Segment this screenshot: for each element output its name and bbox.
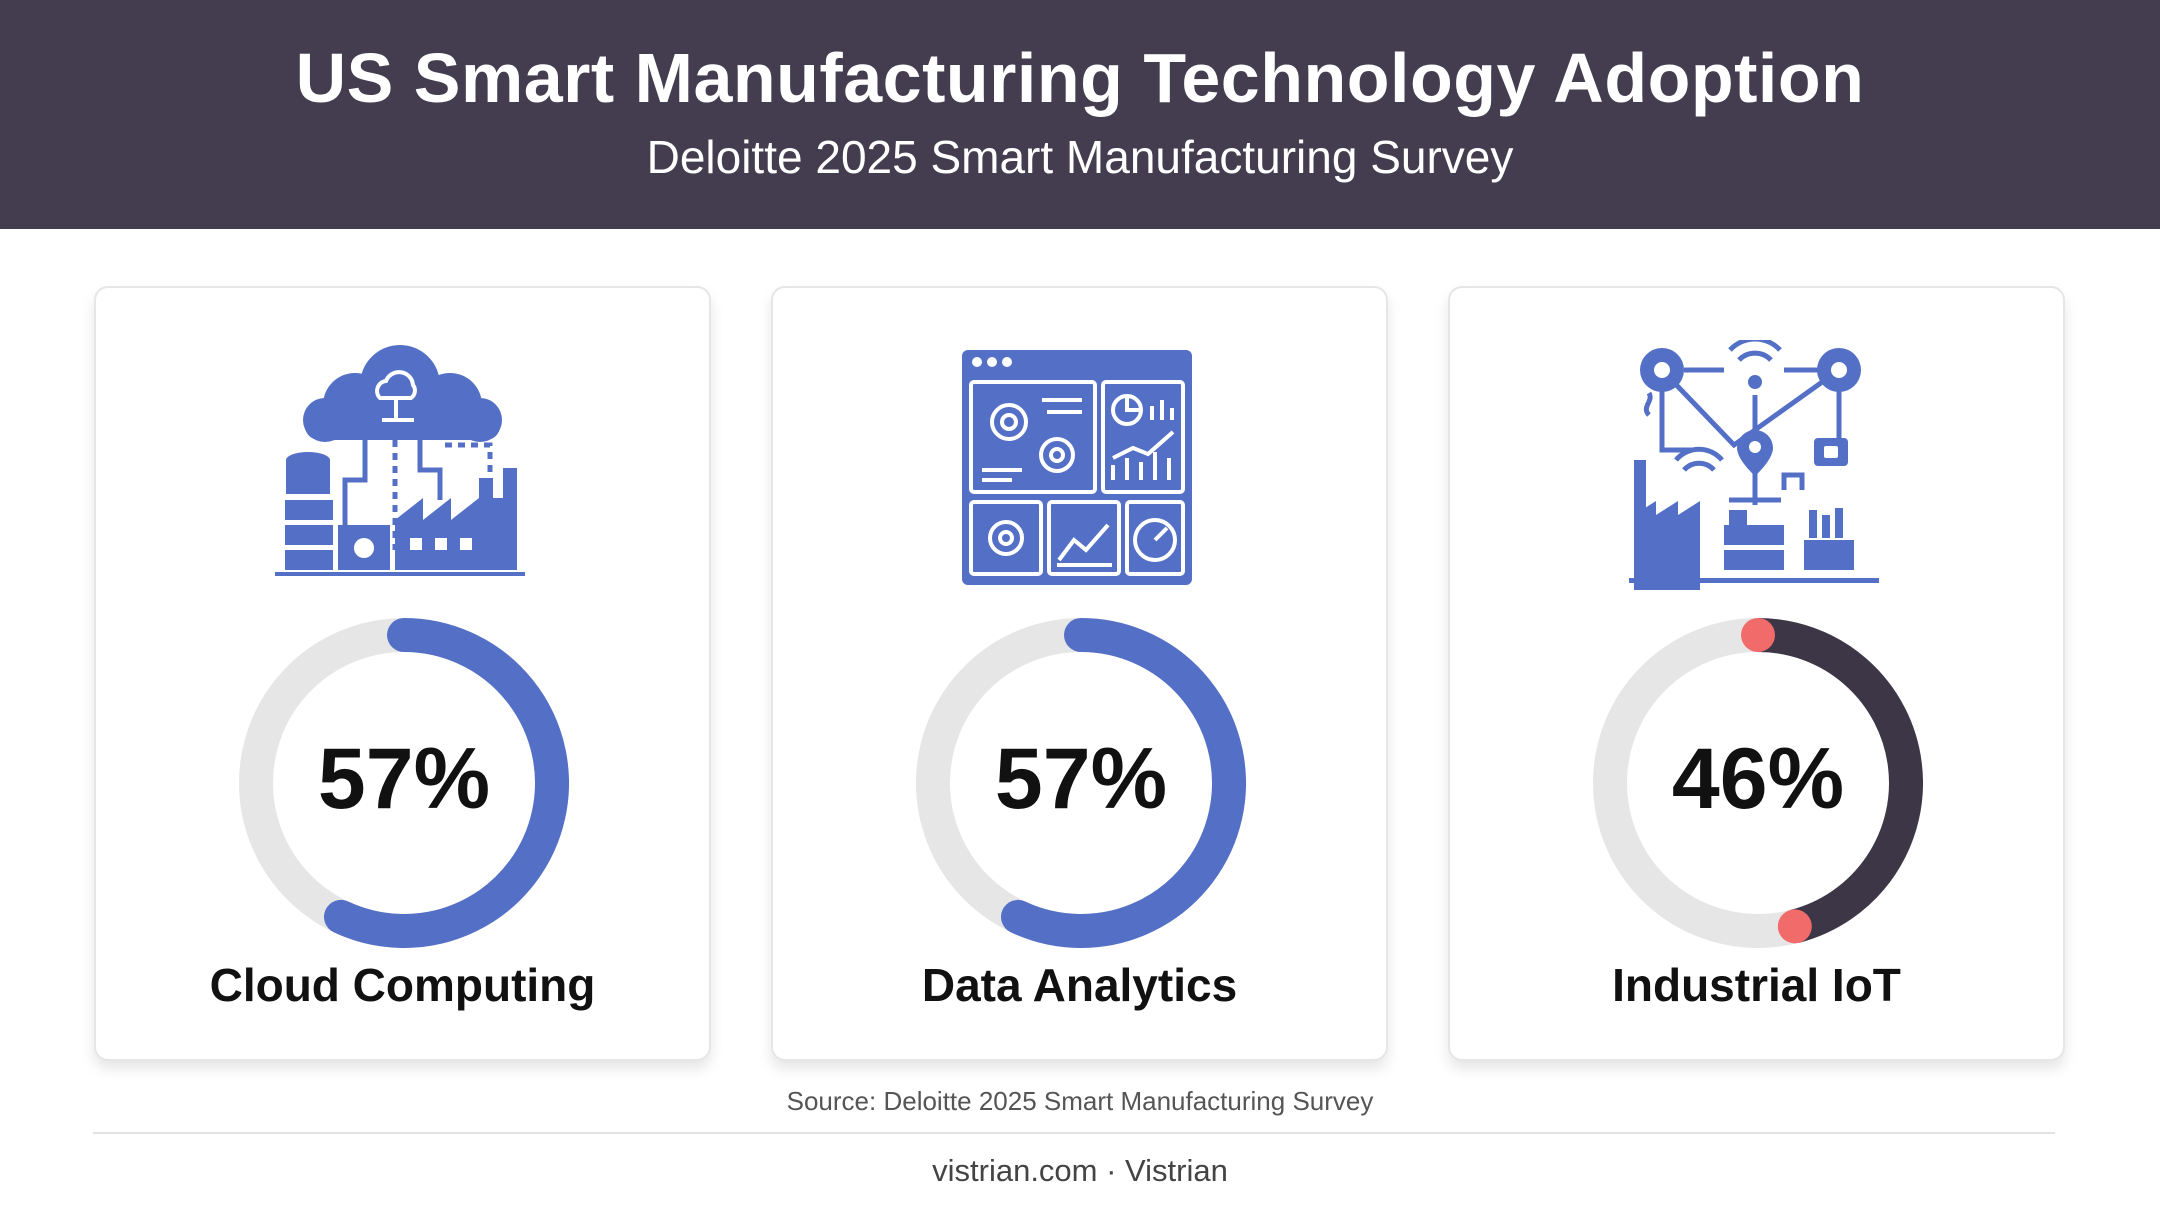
stat-card-cloud-computing: 57% Cloud Computing — [94, 286, 711, 1061]
source-note: Source: Deloitte 2025 Smart Manufacturin… — [786, 1086, 1374, 1116]
arc-end-marker — [1777, 909, 1812, 944]
category-label: Industrial IoT — [1612, 959, 1901, 1011]
percent-value: 57% — [995, 731, 1167, 827]
page-subtitle: Deloitte 2025 Smart Manufacturing Survey — [646, 131, 1514, 183]
header-banner: US Smart Manufacturing Technology Adopti… — [0, 0, 2160, 229]
footer-divider — [93, 1132, 2055, 1134]
donut-chart-industrial-iot: 46% — [1593, 618, 1923, 948]
donut-value-arc — [1000, 618, 1246, 948]
donut-chart-data-analytics: 57% — [916, 618, 1246, 948]
donut-value-arc — [1757, 618, 1923, 943]
percent-value: 57% — [318, 731, 490, 827]
arc-start-marker — [1741, 618, 1775, 652]
page-title: US Smart Manufacturing Technology Adopti… — [295, 39, 1865, 117]
stat-card-data-analytics: 57% Data Analytics — [771, 286, 1388, 1061]
footer-credit: vistrian.com · Vistrian — [932, 1153, 1228, 1188]
category-label: Cloud Computing — [209, 959, 596, 1011]
stat-card-industrial-iot: 46% Industrial IoT — [1448, 286, 2065, 1061]
iot-network-icon — [1629, 340, 1879, 590]
donut-chart-cloud-computing: 57% — [239, 618, 569, 948]
cloud-factory-icon — [275, 345, 525, 576]
analytics-dashboard-icon — [962, 350, 1192, 585]
percent-value: 46% — [1672, 731, 1844, 827]
category-label: Data Analytics — [921, 959, 1238, 1011]
donut-value-arc — [323, 618, 569, 948]
